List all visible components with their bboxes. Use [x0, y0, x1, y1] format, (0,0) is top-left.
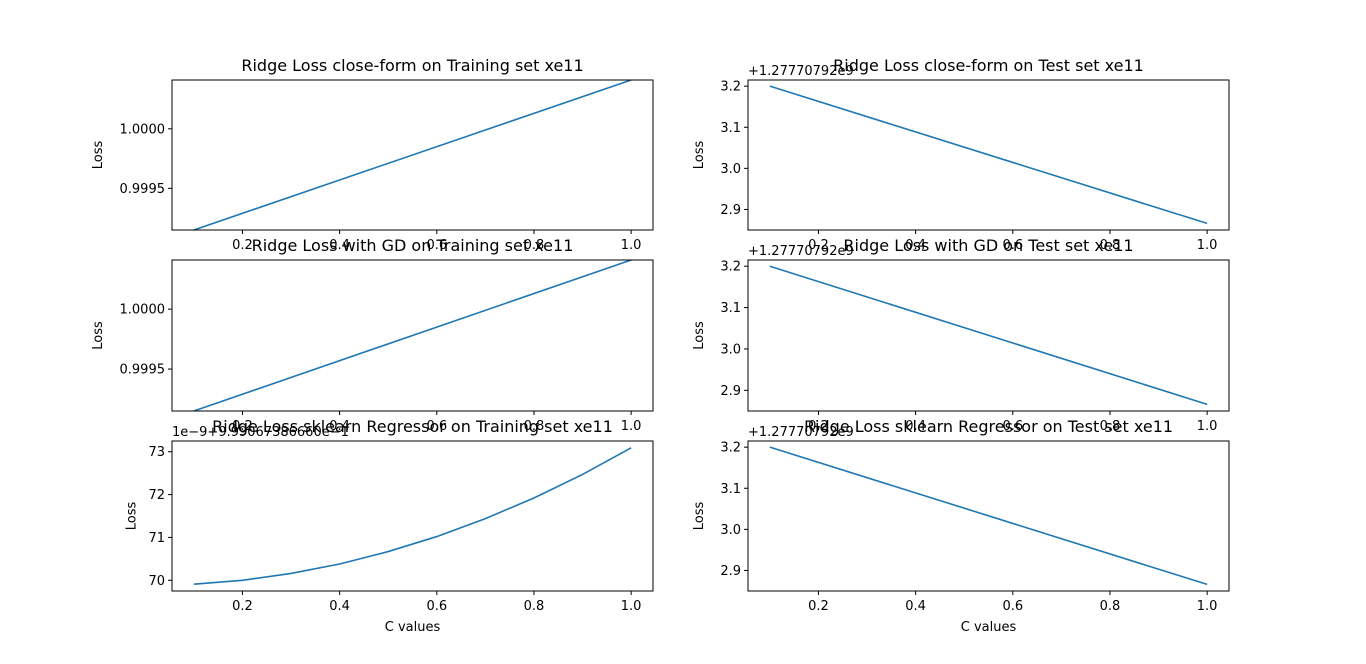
x-tick-label: 1.0 — [621, 419, 642, 434]
y-axis-label: Loss — [692, 321, 707, 350]
x-tick-label: 0.2 — [808, 238, 829, 253]
y-tick-label: 0.9995 — [120, 363, 166, 378]
x-tick-label: 0.6 — [1002, 238, 1023, 253]
y-tick-label: 2.9 — [720, 564, 741, 579]
x-tick-label: 0.8 — [1100, 238, 1121, 253]
x-tick-label: 0.4 — [329, 419, 350, 434]
series-line-1 — [769, 85, 1208, 225]
x-tick-label: 0.8 — [524, 238, 545, 253]
chart-title: Ridge Loss with GD on Test set xe11 — [843, 236, 1133, 255]
y-tick-label: 3.2 — [720, 80, 741, 95]
x-tick-label: 0.8 — [524, 599, 545, 614]
y-tick-label: 1.0000 — [120, 303, 166, 318]
x-tick-label: 0.4 — [905, 599, 926, 614]
x-tick-label: 1.0 — [1197, 599, 1218, 614]
x-tick-label: 0.4 — [329, 238, 350, 253]
y-tick-label: 3.1 — [720, 482, 741, 497]
series-line-1 — [769, 265, 1208, 406]
y-tick-label: 3.1 — [720, 301, 741, 316]
chart-panel-4: 0.2 0.4 0.6 0.8 1.0 2.9 3.0 3.1 3.2 +1.27770792e9… — [692, 236, 1230, 434]
x-tick-label: 1.0 — [1197, 419, 1218, 434]
y-tick-label: 2.9 — [720, 203, 741, 218]
axis-offset-text: +1.27770792e9 — [748, 64, 854, 79]
y-axis-label: Loss — [91, 321, 106, 350]
plot-frame — [747, 440, 1230, 592]
series-line-1 — [769, 446, 1208, 586]
x-tick-label: 0.6 — [426, 599, 447, 614]
y-tick-label: 2.9 — [720, 384, 741, 399]
plot-frame — [747, 79, 1230, 231]
y-tick-label: 0.9995 — [120, 182, 166, 197]
x-tick-label: 0.4 — [905, 419, 926, 434]
plot-frame — [171, 440, 654, 592]
y-tick-label: 3.2 — [720, 441, 741, 456]
x-tick-label: 0.4 — [905, 238, 926, 253]
x-tick-label: 0.8 — [1100, 599, 1121, 614]
y-tick-label: 3.2 — [720, 260, 741, 275]
x-tick-label: 0.2 — [232, 599, 253, 614]
plot-frame — [747, 259, 1230, 412]
x-tick-label: 0.2 — [808, 419, 829, 434]
x-tick-label: 0.8 — [1100, 419, 1121, 434]
y-tick-label: 70 — [148, 574, 165, 589]
x-axis-label: C values — [385, 620, 441, 635]
y-tick-label: 3.0 — [720, 523, 741, 538]
y-axis-label: Loss — [692, 502, 707, 531]
plot-frame — [171, 259, 654, 412]
chart-panel-1: 0.2 0.4 0.6 0.8 1.0 0.9995 1.0000 Ridge Loss cl… — [91, 56, 654, 253]
chart-title: Ridge Loss close-form on Test set xe11 — [833, 56, 1144, 75]
y-tick-label: 73 — [148, 445, 165, 460]
chart-panel-2: 0.2 0.4 0.6 0.8 1.0 2.9 3.0 3.1 3.2 +1.27770792e9… — [692, 56, 1230, 253]
plot-frame — [171, 79, 654, 231]
y-tick-label: 72 — [148, 488, 165, 503]
x-tick-label: 1.0 — [621, 238, 642, 253]
x-axis-label: C values — [961, 620, 1017, 635]
axis-offset-text: 1e−9+9.99067386660e−1 — [172, 425, 349, 440]
series-line-1 — [193, 79, 632, 231]
y-tick-label: 71 — [148, 531, 165, 546]
chart-title: Ridge Loss with GD on Training set xe11 — [252, 236, 574, 255]
chart-title: Ridge Loss close-form on Training set xe… — [241, 56, 583, 75]
x-tick-label: 0.2 — [808, 599, 829, 614]
axis-offset-text: +1.27770792e9 — [748, 244, 854, 259]
chart-panel-6: 0.2 0.4 0.6 0.8 1.0 2.9 3.0 3.1 3.2 +1.27770792e9… — [692, 417, 1230, 635]
series-line-1 — [193, 259, 632, 412]
y-tick-label: 3.1 — [720, 121, 741, 136]
x-tick-label: 0.2 — [232, 419, 253, 434]
chart-title: Ridge Loss sklearn Regressor on Training… — [212, 417, 613, 436]
x-tick-label: 1.0 — [621, 599, 642, 614]
x-tick-label: 0.6 — [1002, 419, 1023, 434]
y-axis-label: Loss — [692, 141, 707, 170]
axis-offset-text: +1.27770792e9 — [748, 425, 854, 440]
y-axis-label: Loss — [124, 502, 139, 531]
y-tick-label: 1.0000 — [120, 122, 166, 137]
chart-title: Ridge Loss sklearn Regressor on Test set… — [804, 417, 1173, 436]
y-tick-label: 3.0 — [720, 342, 741, 357]
x-tick-label: 0.6 — [426, 419, 447, 434]
chart-panel-3: 0.2 0.4 0.6 0.8 1.0 0.9995 1.0000 Ridge Loss wi… — [91, 236, 654, 434]
x-tick-label: 0.8 — [524, 419, 545, 434]
series-line-1 — [193, 447, 632, 585]
chart-panel-5: 0.2 0.4 0.6 0.8 1.0 70 71 72 73 1e−9+9.9906738666… — [124, 417, 654, 635]
x-tick-label: 0.6 — [1002, 599, 1023, 614]
y-axis-label: Loss — [91, 141, 106, 170]
x-tick-label: 0.4 — [329, 599, 350, 614]
x-tick-label: 0.2 — [232, 238, 253, 253]
y-tick-label: 3.0 — [720, 162, 741, 177]
x-tick-label: 0.6 — [426, 238, 447, 253]
x-tick-label: 1.0 — [1197, 238, 1218, 253]
